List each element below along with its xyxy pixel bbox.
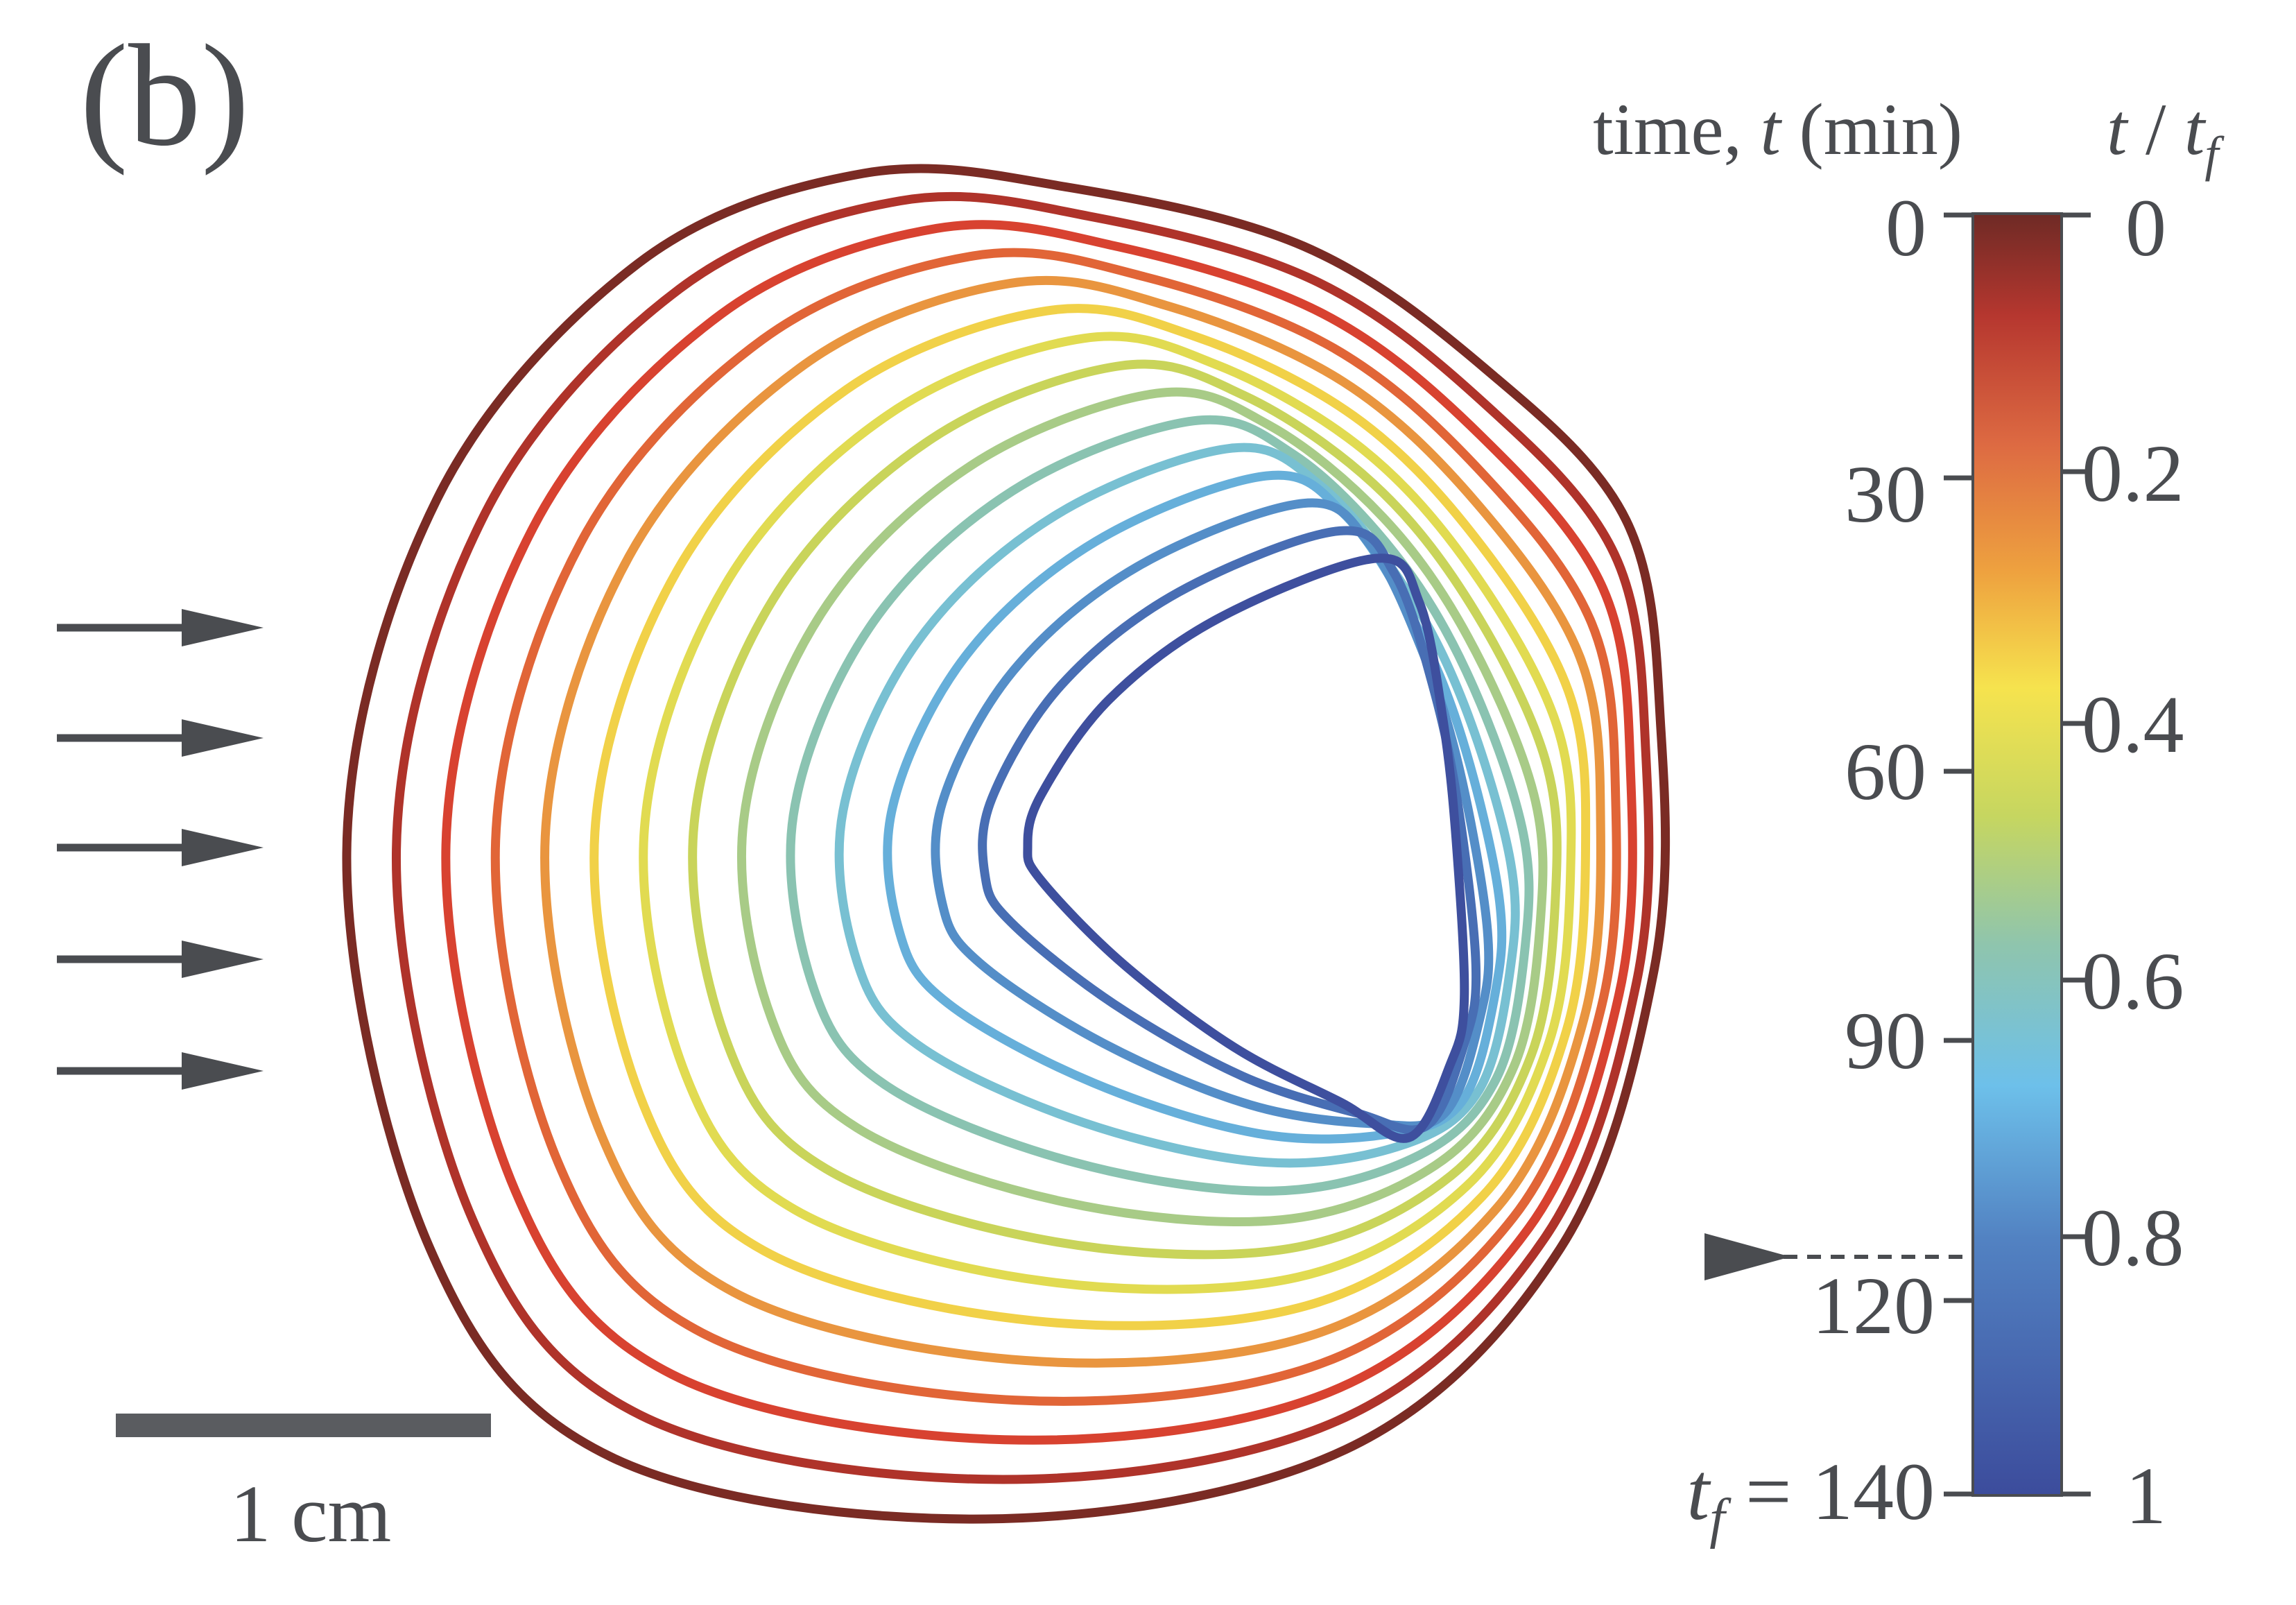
left-title-unit: (min) xyxy=(1781,89,1962,170)
left-tick-label: 30 xyxy=(1845,449,1926,540)
right-tick-label: 0.6 xyxy=(2082,936,2184,1027)
right-tick-label: 0.8 xyxy=(2082,1192,2184,1283)
scale-bar xyxy=(116,1414,491,1437)
right-tick-label: 0.4 xyxy=(2082,679,2184,770)
left-title-text: time, xyxy=(1593,89,1760,170)
contour-line xyxy=(834,443,1520,1168)
left-tick-label: 0 xyxy=(1885,182,1926,273)
panel-label: (b) xyxy=(80,15,250,176)
flow-arrow-icon xyxy=(57,941,264,978)
time-marker-icon xyxy=(1704,1233,1790,1280)
contour-line xyxy=(883,470,1507,1144)
left-title-var: t xyxy=(1761,89,1783,170)
flow-arrow-icon xyxy=(57,609,264,646)
left-tick-label: 60 xyxy=(1845,726,1926,817)
contour-line xyxy=(441,220,1637,1445)
right-title-sub: f xyxy=(2204,126,2225,182)
contour-line xyxy=(786,415,1534,1196)
colorbar-right-title: t / tf xyxy=(2107,89,2225,182)
right-tick-label: 0 xyxy=(2125,182,2166,273)
flow-arrow-icon xyxy=(57,829,264,866)
colorbar xyxy=(1971,212,2063,1497)
contour-line xyxy=(1023,553,1469,1143)
contour-line xyxy=(589,304,1591,1330)
contour-line xyxy=(342,164,1671,1524)
flow-arrow-icon xyxy=(57,1052,264,1090)
right-title-slash: / xyxy=(2127,89,2184,170)
contour-line xyxy=(490,248,1621,1406)
right-title-var-tf: t xyxy=(2184,89,2207,170)
contour-line xyxy=(540,275,1605,1368)
contour-line xyxy=(639,332,1576,1294)
colorbar-left-title: time, t (min) xyxy=(1593,89,1962,170)
left-tick-label: 90 xyxy=(1845,995,1926,1086)
left-tick-label: 120 xyxy=(1812,1260,1935,1351)
right-tick-label: 1 xyxy=(2125,1450,2166,1541)
scale-bar-label: 1 cm xyxy=(230,1468,392,1559)
final-time-label: tf = 140 xyxy=(1686,1446,1935,1550)
flow-arrow-icon xyxy=(57,719,264,757)
right-tick-label: 0.2 xyxy=(2082,428,2184,519)
contour-group xyxy=(342,164,1671,1524)
final-label-text: = 140 xyxy=(1725,1446,1935,1537)
contour-line xyxy=(737,387,1548,1226)
colorbar-left-ticks xyxy=(1944,212,1973,1497)
contour-line xyxy=(688,359,1562,1260)
right-title-var-t: t xyxy=(2107,89,2129,170)
contour-line xyxy=(392,191,1654,1484)
final-label-var: t xyxy=(1686,1446,1711,1537)
colorbar-right-ticks xyxy=(2062,212,2091,1497)
flow-arrows xyxy=(57,609,264,1090)
